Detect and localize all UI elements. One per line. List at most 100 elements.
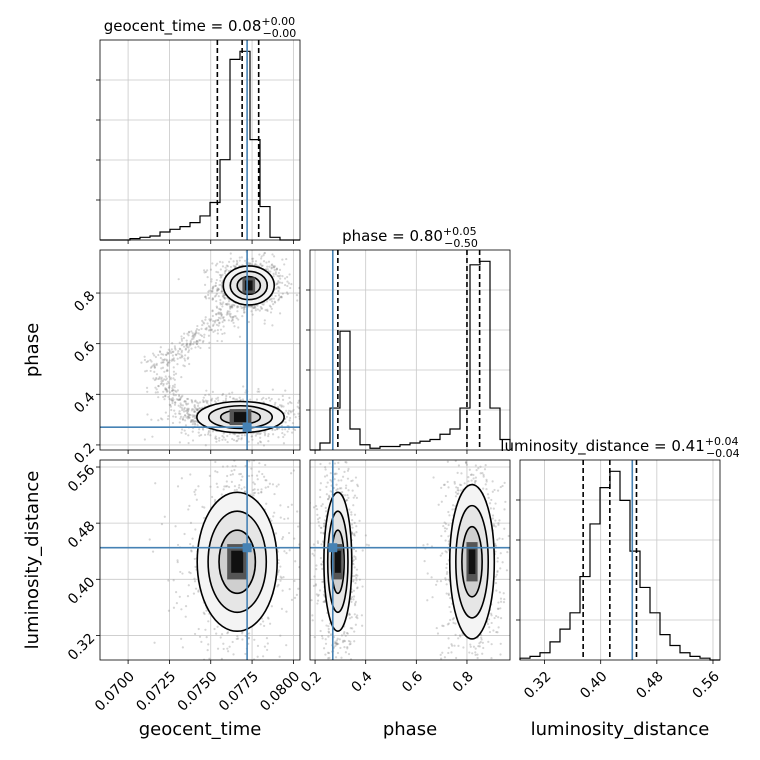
scatter-geocent_time-vs-luminosity_distance-point (319, 552, 321, 554)
scatter-geocent_time-vs-phase-point (171, 350, 174, 354)
scatter-geocent_time-vs-phase-point (287, 282, 291, 285)
scatter-geocent_time-vs-phase-point (276, 405, 280, 409)
scatter-geocent_time-vs-phase-point (196, 407, 199, 410)
scatter-phase-vs-luminosity_distance-point (485, 665, 487, 667)
scatter-phase-vs-luminosity_distance-point (491, 416, 493, 418)
scatter-phase-vs-luminosity_distance-point (445, 592, 448, 595)
scatter-geocent_time-vs-phase-point (210, 398, 213, 402)
scatter-geocent_time-vs-phase-point (181, 355, 184, 358)
scatter-phase-vs-luminosity_distance-point (459, 489, 463, 492)
scatter-geocent_time-vs-phase-point (210, 329, 213, 332)
scatter-geocent_time-vs-luminosity_distance-point (257, 470, 261, 473)
scatter-geocent_time-vs-phase-point (163, 358, 166, 361)
scatter-geocent_time-vs-phase-point (155, 373, 159, 376)
scatter-geocent_time-vs-phase-point (224, 399, 227, 402)
scatter-geocent_time-vs-phase-point (179, 415, 183, 418)
scatter-geocent_time-vs-luminosity_distance-point (226, 631, 230, 634)
scatter-geocent_time-vs-phase-point (298, 415, 300, 418)
scatter-phase-vs-luminosity_distance-point (319, 482, 322, 485)
scatter-phase-vs-luminosity_distance-point (354, 550, 358, 553)
scatter-phase-vs-luminosity_distance-point (503, 527, 506, 530)
scatter-geocent_time-vs-phase-point (325, 417, 327, 419)
scatter-phase-vs-luminosity_distance-point (333, 462, 337, 465)
scatter-geocent_time-vs-luminosity_distance-point (167, 609, 171, 612)
scatter-geocent_time-vs-luminosity_distance-point (180, 608, 183, 611)
scatter-geocent_time-vs-phase-point (271, 324, 274, 327)
scatter-geocent_time-vs-phase-point (215, 312, 218, 316)
scatter-geocent_time-vs-luminosity_distance-point (280, 607, 284, 610)
scatter-geocent_time-vs-phase-point (177, 393, 181, 397)
scatter-geocent_time-vs-phase-point (274, 294, 277, 298)
scatter-geocent_time-vs-phase-point (207, 290, 210, 293)
scatter-geocent_time-vs-phase-point (183, 399, 186, 403)
scatter-phase-vs-luminosity_distance-point (358, 519, 361, 522)
scatter-phase-vs-luminosity_distance-point (477, 645, 480, 648)
scatter-geocent_time-vs-luminosity_distance-point (279, 634, 282, 637)
scatter-geocent_time-vs-phase-point (207, 393, 211, 396)
scatter-geocent_time-vs-phase-point (267, 435, 270, 438)
scatter-geocent_time-vs-luminosity_distance-point (204, 628, 207, 631)
scatter-geocent_time-vs-phase-point (215, 300, 218, 303)
scatter-geocent_time-vs-phase-point (266, 308, 269, 311)
scatter-geocent_time-vs-phase-point (221, 438, 224, 441)
scatter-geocent_time-vs-phase-point (164, 411, 167, 414)
scatter-geocent_time-vs-phase-point (189, 414, 192, 417)
scatter-phase-vs-luminosity_distance-point (351, 575, 355, 578)
scatter-geocent_time-vs-phase-point (297, 401, 300, 404)
scatter-geocent_time-vs-phase-point (168, 384, 171, 387)
scatter-geocent_time-vs-luminosity_distance-point (244, 439, 246, 441)
scatter-phase-vs-luminosity_distance-point (491, 514, 495, 517)
scatter-geocent_time-vs-phase-point (170, 359, 173, 362)
scatter-phase-vs-luminosity_distance-point (323, 692, 325, 694)
scatter-phase-vs-luminosity_distance-point (441, 552, 444, 555)
scatter-phase-vs-luminosity_distance-point (482, 487, 485, 490)
scatter-geocent_time-vs-phase-point (190, 347, 193, 350)
scatter-geocent_time-vs-phase-point (159, 350, 162, 354)
scatter-phase-vs-luminosity_distance-point (353, 513, 357, 516)
scatter-geocent_time-vs-luminosity_distance-point (188, 571, 191, 574)
scatter-geocent_time-vs-phase-point (228, 392, 231, 395)
scatter-geocent_time-vs-phase-point (274, 271, 277, 274)
scatter-geocent_time-vs-phase-point (179, 396, 182, 400)
scatter-geocent_time-vs-phase-point (167, 348, 170, 351)
scatter-geocent_time-vs-luminosity_distance-point (220, 493, 223, 496)
scatter-geocent_time-vs-phase-point (195, 339, 199, 343)
scatter-geocent_time-vs-luminosity_distance-point (191, 545, 195, 548)
scatter-geocent_time-vs-luminosity_distance-truth-marker (242, 543, 252, 553)
scatter-geocent_time-vs-phase-point (222, 293, 225, 296)
scatter-geocent_time-vs-phase-point (219, 311, 222, 314)
scatter-geocent_time-vs-phase-point (171, 342, 174, 345)
scatter-geocent_time-vs-phase-point (191, 430, 194, 433)
scatter-phase-vs-luminosity_distance-point (334, 640, 337, 643)
scatter-geocent_time-vs-luminosity_distance-point (250, 474, 254, 477)
scatter-phase-vs-luminosity_distance-point (494, 544, 498, 547)
scatter-geocent_time-vs-phase-point (251, 260, 254, 263)
scatter-geocent_time-vs-luminosity_distance-point (283, 517, 286, 521)
scatter-phase-vs-luminosity_distance-point (339, 723, 341, 725)
scatter-geocent_time-vs-phase-point (176, 363, 179, 366)
scatter-phase-vs-luminosity_distance-point (345, 440, 347, 442)
scatter-phase-vs-luminosity_distance-point (480, 636, 483, 639)
scatter-geocent_time-vs-phase-point (169, 350, 172, 353)
scatter-geocent_time-vs-phase-point (263, 431, 266, 434)
scatter-phase-vs-luminosity_distance-point (496, 557, 499, 560)
scatter-phase-vs-luminosity_distance-point (440, 500, 443, 503)
scatter-geocent_time-vs-luminosity_distance-point (263, 624, 266, 628)
scatter-geocent_time-vs-phase-point (176, 389, 179, 392)
scatter-phase-vs-luminosity_distance-point (483, 451, 485, 453)
scatter-phase-vs-luminosity_distance-point (459, 635, 462, 638)
scatter-geocent_time-vs-phase-point (164, 394, 167, 397)
scatter-phase-vs-luminosity_distance-point (344, 494, 347, 497)
scatter-phase-vs-luminosity_distance-point (489, 507, 492, 510)
scatter-geocent_time-vs-phase-point (205, 297, 208, 300)
scatter-geocent_time-vs-phase-point (236, 306, 239, 309)
scatter-geocent_time-vs-luminosity_distance-point (232, 653, 235, 656)
scatter-geocent_time-vs-luminosity_distance-point (205, 636, 208, 639)
scatter-geocent_time-vs-phase-point (247, 440, 250, 443)
scatter-geocent_time-vs-luminosity_distance-point (292, 469, 295, 472)
scatter-geocent_time-vs-luminosity_distance-point (197, 590, 200, 593)
scatter-geocent_time-vs-phase-point (221, 393, 224, 397)
scatter-geocent_time-vs-phase-point (221, 290, 224, 293)
scatter-geocent_time-vs-luminosity_distance-point (270, 605, 273, 608)
scatter-geocent_time-vs-phase-point (280, 424, 283, 427)
